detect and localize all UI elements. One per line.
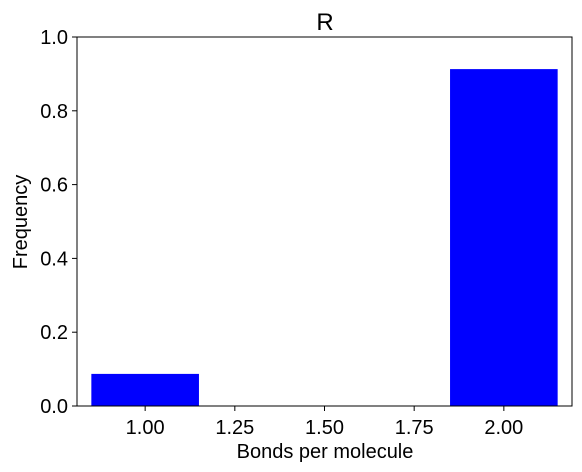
bar-2.00 bbox=[450, 69, 558, 406]
x-axis-ticks: 1.00 1.25 1.50 1.75 2.00 bbox=[126, 406, 523, 439]
bars-group bbox=[91, 69, 558, 406]
x-tick-label: 2.00 bbox=[484, 417, 523, 439]
chart-title: R bbox=[316, 9, 333, 36]
x-tick-label: 1.50 bbox=[305, 417, 344, 439]
y-tick-label: 1.0 bbox=[40, 27, 68, 49]
y-tick-label: 0.6 bbox=[40, 175, 68, 197]
x-tick-label: 1.75 bbox=[395, 417, 434, 439]
x-tick-label: 1.00 bbox=[126, 417, 165, 439]
y-tick-label: 0.2 bbox=[40, 322, 68, 344]
y-tick-label: 0.8 bbox=[40, 101, 68, 123]
y-axis-ticks: 0.0 0.2 0.4 0.6 0.8 1.0 bbox=[40, 27, 77, 418]
x-axis-label: Bonds per molecule bbox=[237, 441, 414, 463]
bar-1.00 bbox=[91, 373, 199, 406]
x-tick-label: 1.25 bbox=[215, 417, 254, 439]
y-tick-label: 0.4 bbox=[40, 248, 68, 270]
y-tick-label: 0.0 bbox=[40, 396, 68, 418]
y-axis-label: Frequency bbox=[10, 175, 32, 270]
